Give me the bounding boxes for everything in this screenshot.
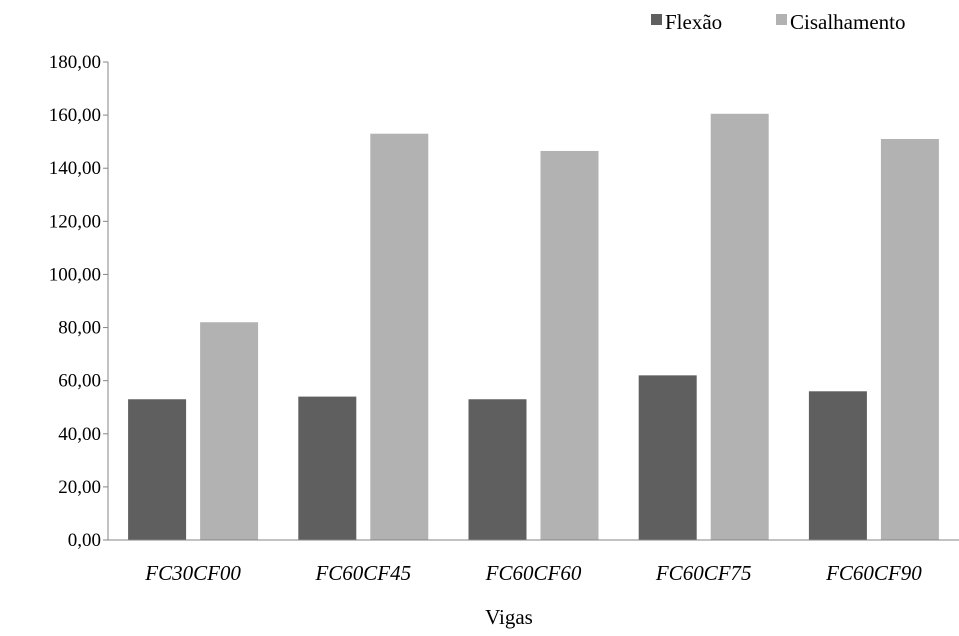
bar-cisalhamento-fc60cf45 xyxy=(370,133,429,540)
x-tick-label: FC60CF45 xyxy=(314,561,411,585)
y-tick-label: 140,00 xyxy=(49,158,101,179)
y-tick-label: 80,00 xyxy=(58,318,101,339)
y-tick-label: 180,00 xyxy=(49,52,101,73)
bar-cisalhamento-fc30cf00 xyxy=(200,322,259,540)
bar-flexao-fc30cf00 xyxy=(128,399,187,540)
bar-cisalhamento-fc60cf90 xyxy=(880,139,939,540)
y-axis-tick-labels: 0,00 20,00 40,00 60,00 80,00 100,00 120,00 140,… xyxy=(49,52,108,551)
legend-swatch-flexao xyxy=(651,14,662,25)
bar-flexao-fc60cf90 xyxy=(808,391,867,540)
x-tick-label: FC60CF90 xyxy=(825,561,922,585)
bar-flexao-fc60cf60 xyxy=(468,399,527,540)
bars-group xyxy=(128,113,939,541)
x-axis-title: Vigas xyxy=(485,605,533,629)
y-tick-label: 160,00 xyxy=(49,105,101,126)
bar-cisalhamento-fc60cf60 xyxy=(540,150,599,540)
y-tick-label: 0,00 xyxy=(68,530,101,551)
legend-swatch-cisalhamento xyxy=(776,14,787,25)
y-tick-label: 120,00 xyxy=(49,211,101,232)
x-tick-label: FC30CF00 xyxy=(144,561,241,585)
bar-flexao-fc60cf45 xyxy=(298,396,357,540)
legend-label-cisalhamento: Cisalhamento xyxy=(790,10,905,34)
legend: Flexão Cisalhamento xyxy=(651,10,905,34)
y-tick-label: 40,00 xyxy=(58,424,101,445)
x-tick-label: FC60CF75 xyxy=(655,561,752,585)
legend-label-flexao: Flexão xyxy=(665,10,722,34)
bar-flexao-fc60cf75 xyxy=(638,375,697,540)
y-tick-label: 100,00 xyxy=(49,264,101,285)
bar-cisalhamento-fc60cf75 xyxy=(710,113,769,541)
x-axis-tick-labels: FC30CF00 FC60CF45 FC60CF60 FC60CF75 FC60CF90 xyxy=(144,561,922,585)
x-tick-label: FC60CF60 xyxy=(485,561,582,585)
y-tick-label: 20,00 xyxy=(58,477,101,498)
y-tick-label: 60,00 xyxy=(58,371,101,392)
